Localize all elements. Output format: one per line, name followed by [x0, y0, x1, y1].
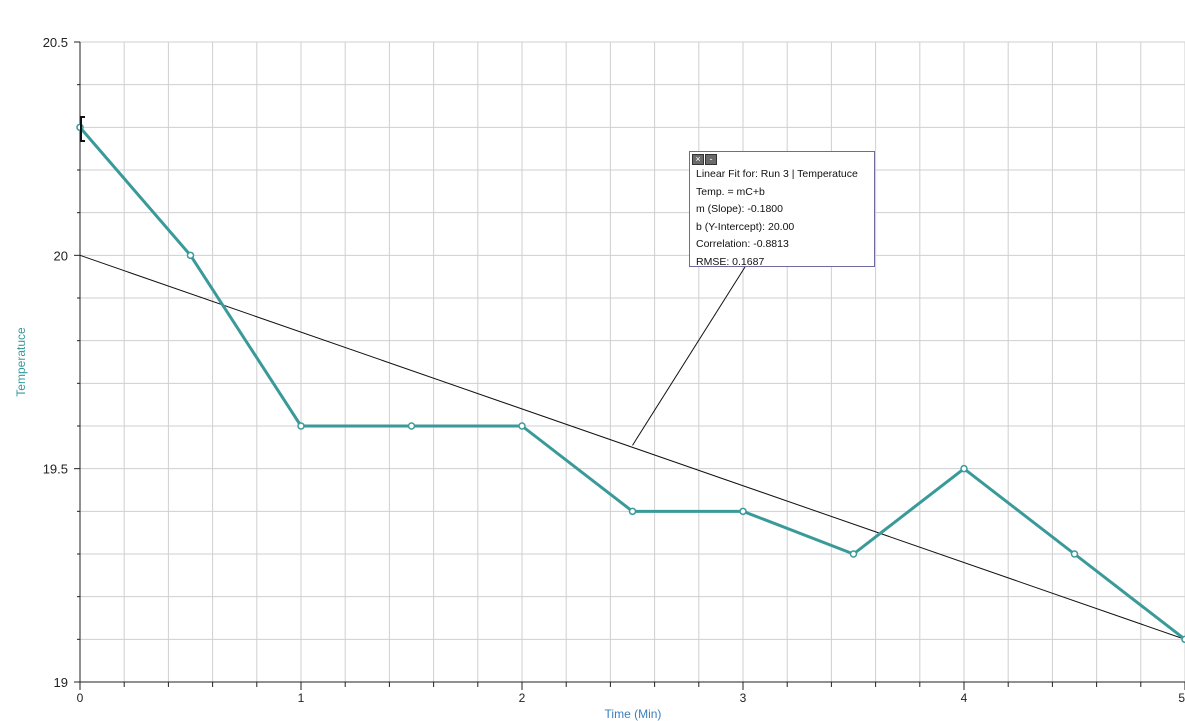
annotation-equation: Temp. = mC+b [696, 185, 765, 198]
annotation-intercept: b (Y-Intercept): 20.00 [696, 220, 795, 233]
data-point [739, 507, 747, 516]
range-bracket-start [80, 116, 85, 142]
annotation-slope: m (Slope): -0.1800 [696, 203, 783, 215]
leader-line [632, 266, 746, 446]
plot-area [80, 42, 1185, 682]
x-tick-label: 0 [77, 691, 84, 705]
y-tick-label: 20.5 [43, 35, 68, 50]
data-point [849, 550, 858, 558]
annotation-controls: × - [692, 154, 717, 165]
x-tick-label: 5 [1178, 691, 1185, 705]
data-point [628, 507, 637, 516]
y-tick-label: 19.5 [43, 462, 68, 477]
x-tick-label: 1 [298, 691, 305, 705]
x-tick-label: 3 [740, 691, 747, 705]
data-point [960, 464, 968, 473]
annotation-title: Linear Fit for: Run 3 | Temperatuce [696, 168, 858, 180]
annotation-correlation: Correlation: -0.8813 [696, 238, 789, 250]
data-point [297, 422, 305, 430]
close-icon[interactable]: × [692, 154, 704, 165]
x-tick-label: 4 [961, 691, 968, 705]
axes [74, 41, 1185, 690]
data-point [1070, 550, 1079, 558]
x-axis-label: Time (Min) [605, 707, 662, 721]
fit-line [79, 254, 1185, 640]
data-point [186, 251, 195, 260]
linear-fit-annotation[interactable]: × - Linear Fit for: Run 3 | Temperatuce … [689, 151, 875, 268]
linear-fit-line [79, 254, 1185, 640]
data-point [518, 422, 526, 430]
y-axis-label: Temperatuce [14, 327, 28, 397]
x-tick-label: 2 [519, 691, 526, 705]
tick-labels: 0 1 2 3 4 5 19 19.5 20 20.5 [43, 35, 1185, 705]
series [76, 116, 1185, 644]
annotation-leader-line [632, 266, 746, 446]
y-tick-label: 20 [54, 248, 68, 263]
data-point [407, 422, 416, 430]
y-tick-label: 19 [54, 675, 68, 690]
annotation-lines: Linear Fit for: Run 3 | Temperatuce Temp… [696, 166, 858, 271]
grid [79, 41, 1185, 683]
annotation-rmse: RMSE: 0.1687 [696, 255, 765, 268]
minimize-icon[interactable]: - [705, 154, 717, 165]
data-point [1181, 635, 1185, 644]
